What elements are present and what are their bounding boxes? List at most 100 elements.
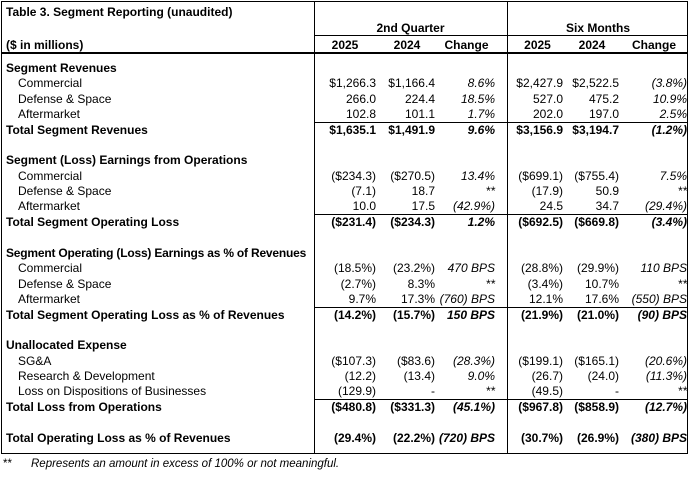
cell-q-2025: 266.0 (345, 92, 376, 106)
cell-q-change: (28.3%) (452, 354, 495, 368)
table-row: Aftermarket 102.8 101.1 1.7% 202.0 197.0 2.5% (2, 107, 687, 122)
subtotal-rule (314, 399, 507, 400)
cell-ytd-2025: (49.5) (531, 384, 563, 398)
row-label: Defense & Space (18, 92, 112, 106)
row-label: Research & Development (18, 369, 155, 383)
unit-label: ($ in millions) (6, 38, 84, 52)
cell-ytd-2025: ($199.1) (518, 354, 563, 368)
cell-ytd-change: ** (677, 277, 687, 291)
cell-q-2025: 102.8 (345, 107, 376, 121)
cell-ytd-change: (29.4%) (644, 199, 687, 213)
cell-q-2024: 18.7 (411, 184, 435, 198)
cell-q-change: ** (485, 277, 495, 291)
cell-q-change: (45.1%) (452, 400, 495, 414)
divider-left (314, 2, 315, 453)
cell-ytd-2024: (21.0%) (576, 308, 619, 322)
row-label: Total Loss from Operations (6, 400, 162, 414)
cell-ytd-2025: (21.9%) (520, 308, 563, 322)
cell-ytd-2025: ($699.1) (518, 169, 563, 183)
table-row: Aftermarket 10.0 17.5 (42.9%) 24.5 34.7 (29.4%… (2, 199, 687, 214)
cell-ytd-2025: (26.7) (531, 369, 563, 383)
row-label: Commercial (18, 76, 83, 90)
row-label: Total Segment Revenues (6, 123, 148, 137)
table-row: Loss on Dispositions of Businesses (129.9… (2, 384, 687, 399)
cell-ytd-change: (1.2%) (651, 123, 687, 137)
cell-ytd-2024: ($669.8) (574, 215, 619, 229)
cell-q-2025: (14.2%) (333, 308, 376, 322)
cell-ytd-2024: 475.2 (588, 92, 619, 106)
cell-q-2024: (15.7%) (392, 308, 435, 322)
cell-q-change: (760) BPS (439, 292, 495, 306)
cell-ytd-2025: $2,427.9 (516, 76, 563, 90)
col-head-ytd-change: Change (631, 38, 676, 52)
cell-q-change: 18.5% (460, 92, 495, 106)
table-row-total: Total Segment Operating Loss as % of Rev… (2, 308, 687, 323)
header-rule-groups (314, 35, 687, 36)
section-segment-operations: Segment (Loss) Earnings from Operations (6, 153, 248, 167)
cell-q-change: 9.6% (467, 123, 495, 137)
group-head-six-months: Six Months (565, 21, 630, 35)
cell-q-2024: 8.3% (407, 277, 435, 291)
cell-ytd-2025: ($967.8) (518, 400, 563, 414)
col-head-q-2024: 2024 (393, 38, 421, 52)
table-row: Commercial $1,266.3 $1,166.4 8.6% $2,427.9 $2… (2, 76, 687, 91)
row-label: SG&A (18, 354, 52, 368)
subtotal-rule (314, 307, 507, 308)
subtotal-rule (314, 122, 507, 123)
cell-ytd-2025: ($692.5) (518, 215, 563, 229)
cell-ytd-2024: 34.7 (595, 199, 619, 213)
cell-q-change: 8.6% (467, 76, 495, 90)
section-unallocated-expense: Unallocated Expense (6, 338, 127, 352)
cell-ytd-change: 2.5% (659, 107, 687, 121)
cell-q-2025: (12.2) (344, 369, 376, 383)
subtotal-rule (507, 214, 687, 215)
table-row-total: Total Operating Loss as % of Revenues (29… (2, 431, 687, 446)
cell-q-2024: 101.1 (404, 107, 435, 121)
cell-q-2024: ($83.6) (396, 354, 435, 368)
cell-ytd-change: (11.3%) (645, 369, 687, 383)
cell-q-2024: (22.2%) (392, 431, 435, 445)
cell-q-change: 150 BPS (446, 308, 495, 322)
cell-ytd-2024: 10.7% (584, 277, 619, 291)
cell-ytd-2024: 17.6% (584, 292, 619, 306)
cell-q-2025: ($234.3) (331, 169, 376, 183)
cell-ytd-2025: (3.4%) (527, 277, 563, 291)
cell-ytd-change: (380) BPS (630, 431, 687, 445)
cell-q-change: 470 BPS (447, 261, 495, 275)
table-row: Commercial (18.5%) (23.2%) 470 BPS (28.8%) (2… (2, 261, 687, 276)
row-label: Commercial (18, 261, 83, 275)
cell-q-2025: ($231.4) (331, 215, 376, 229)
cell-q-2025: $1,635.1 (329, 123, 376, 137)
col-head-ytd-2024: 2024 (578, 38, 606, 52)
row-label: Total Operating Loss as % of Revenues (6, 431, 231, 445)
cell-q-change: (42.9%) (452, 199, 495, 213)
subtotal-rule (507, 399, 687, 400)
cell-ytd-2025: 527.0 (532, 92, 563, 106)
subtotal-rule (507, 122, 687, 123)
table-row: Aftermarket 9.7% 17.3% (760) BPS 12.1% 17.6% (… (2, 292, 687, 307)
cell-q-2025: (29.4%) (333, 431, 376, 445)
col-head-ytd-2025: 2025 (524, 38, 551, 52)
row-label: Total Segment Operating Loss as % of Rev… (6, 308, 285, 322)
cell-q-change: 1.2% (467, 215, 495, 229)
cell-ytd-2024: (26.9%) (576, 431, 619, 445)
subtotal-rule (314, 214, 507, 215)
cell-ytd-2025: (30.7%) (520, 431, 563, 445)
cell-ytd-2024: 197.0 (588, 107, 619, 121)
cell-q-2024: ($234.3) (390, 215, 435, 229)
cell-ytd-change: (3.4%) (651, 215, 687, 229)
cell-ytd-2025: (17.9) (531, 184, 563, 198)
cell-ytd-2024: ($755.4) (574, 169, 619, 183)
cell-q-2024: ($331.3) (390, 400, 435, 414)
cell-q-change: (720) BPS (438, 431, 495, 445)
cell-ytd-2024: (29.9%) (576, 261, 619, 275)
table-title: Table 3. Segment Reporting (unaudited) (6, 5, 233, 19)
cell-ytd-change: (3.8%) (651, 76, 687, 90)
cell-q-change: 13.4% (460, 169, 495, 183)
cell-q-2024: 17.5 (411, 199, 435, 213)
row-label: Aftermarket (18, 199, 81, 213)
cell-ytd-change: 7.5% (659, 169, 687, 183)
divider-middle (507, 2, 508, 453)
cell-ytd-2024: $3,194.7 (572, 123, 619, 137)
cell-ytd-2025: 202.0 (532, 107, 563, 121)
